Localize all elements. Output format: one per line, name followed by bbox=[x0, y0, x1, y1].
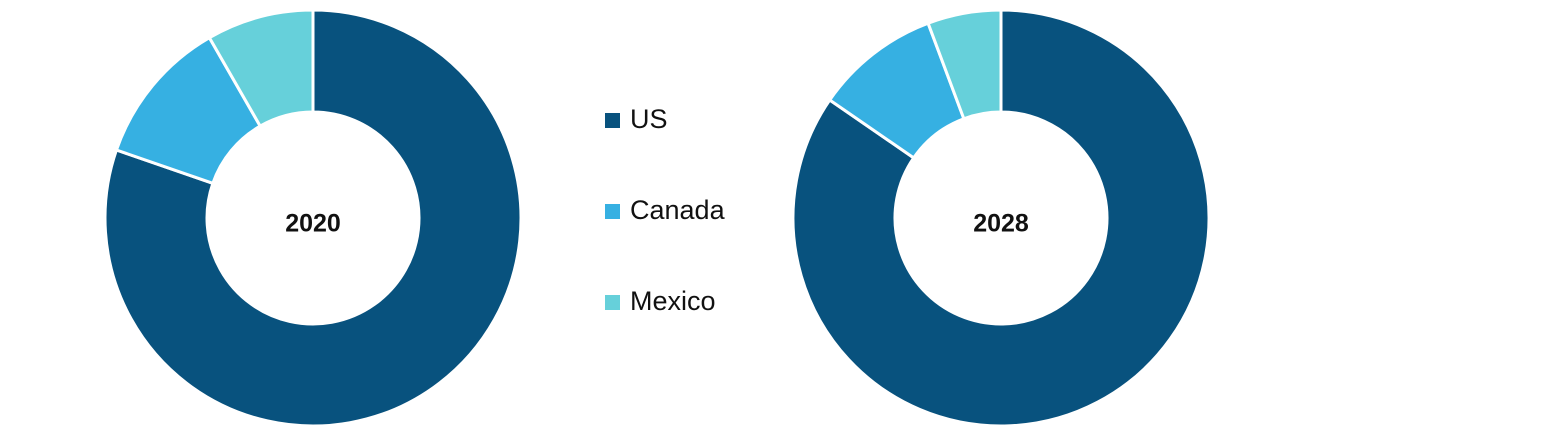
legend-label: Canada bbox=[630, 195, 726, 225]
legend-swatch bbox=[605, 113, 620, 128]
center-label: 2028 bbox=[973, 210, 1029, 238]
legend-swatch bbox=[605, 204, 620, 219]
legend-label: Mexico bbox=[630, 286, 716, 316]
donut-slice bbox=[207, 8, 315, 129]
donut-slice bbox=[791, 8, 1211, 428]
legend-label: US bbox=[630, 104, 668, 134]
donut-slice bbox=[103, 8, 523, 428]
legend-swatch bbox=[605, 295, 620, 310]
center-label: 2020 bbox=[285, 210, 341, 238]
donut-slice bbox=[926, 8, 1003, 121]
